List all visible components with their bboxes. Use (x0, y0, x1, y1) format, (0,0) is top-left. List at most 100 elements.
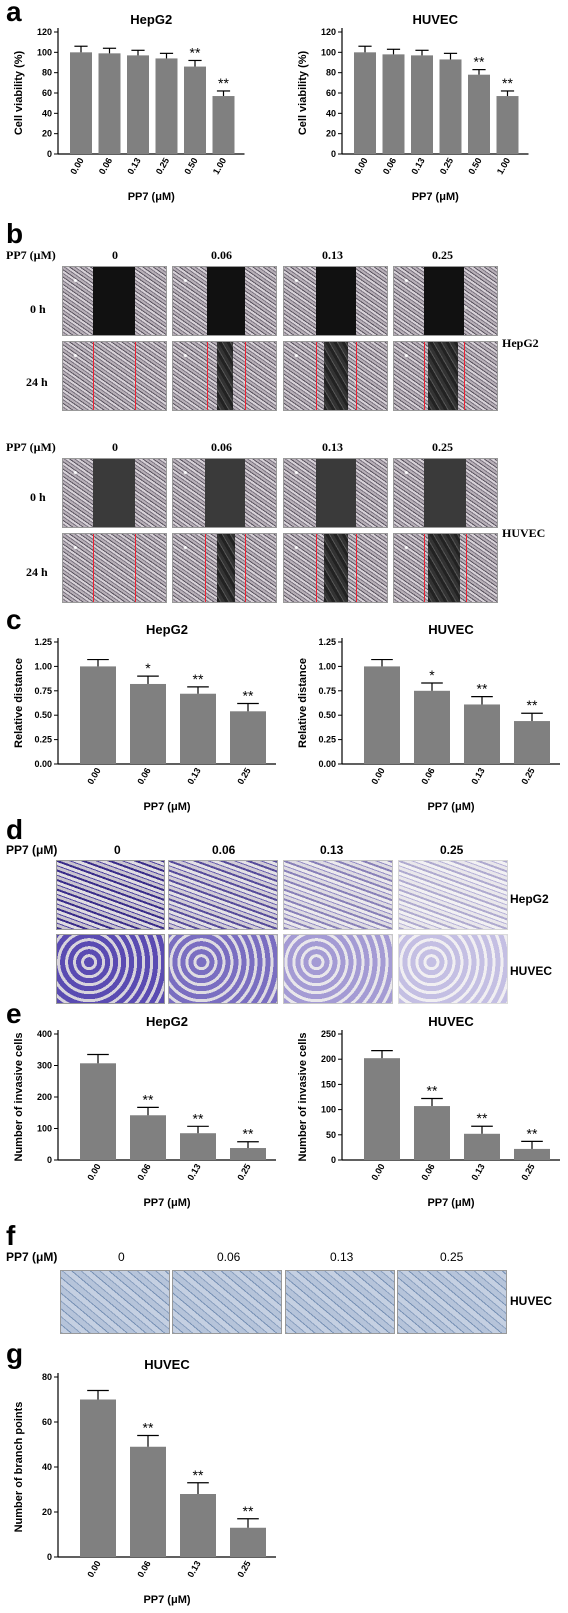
tube-pp7-label: PP7 (μM) (6, 1250, 58, 1264)
chart-title: HUVEC (428, 1014, 474, 1029)
y-tick-label: 0.25 (34, 735, 52, 745)
tube-conc-3: 0.25 (440, 1250, 464, 1264)
bar (464, 1133, 500, 1160)
y-axis-label: Cell viability (%) (13, 50, 25, 135)
y-tick-label: 200 (37, 1092, 52, 1102)
tube-cell-huvec: HUVEC (510, 1294, 553, 1308)
tube-conc-0: 0 (118, 1250, 125, 1264)
significance-mark: * (145, 660, 151, 676)
wound-image-hepg2-0h-0 (62, 266, 167, 336)
invasion-image-huvec-025 (398, 934, 508, 1004)
y-tick-label: 40 (326, 108, 336, 118)
chart-title: HepG2 (130, 12, 172, 27)
invasion-image-hepg2-013 (283, 860, 393, 930)
bar (230, 1148, 266, 1160)
x-tick-label: 0.25 (235, 1559, 252, 1579)
wound-image-hepg2-0h-006 (172, 266, 277, 336)
wound-cell-hepg2: HepG2 (502, 336, 539, 350)
y-tick-label: 0.75 (318, 686, 336, 696)
bar (130, 1446, 166, 1557)
wound-image-huvec-0h-006 (172, 458, 277, 528)
bar (364, 1058, 400, 1160)
significance-mark: ** (190, 44, 201, 60)
bar (496, 96, 519, 154)
panel-label-e: e (6, 998, 22, 1029)
significance-mark: ** (527, 1125, 538, 1141)
chart-e-huvec: HUVEC 0 50 100 150 200 250 Number of invasive c… (297, 1014, 560, 1209)
y-tick-label: 80 (42, 68, 52, 78)
y-tick-label: 1.00 (318, 661, 336, 671)
x-axis-label: PP7 (μM) (128, 191, 175, 203)
tube-conc-2: 0.13 (330, 1250, 354, 1264)
bar (414, 690, 450, 764)
bar (230, 1527, 266, 1557)
bar (180, 693, 216, 764)
bar (70, 52, 92, 155)
bar (155, 58, 178, 154)
y-tick-label: 250 (321, 1029, 336, 1039)
invasion-pp7-label: PP7 (μM) (6, 843, 58, 857)
bar (80, 1399, 116, 1557)
y-tick-label: 200 (321, 1054, 336, 1064)
invasion-cell-huvec: HUVEC (510, 964, 553, 978)
invasion-image-hepg2-025 (398, 860, 508, 930)
x-tick-label: 0.06 (135, 766, 152, 786)
wound-image-hepg2-24h-013 (283, 341, 388, 411)
significance-mark: ** (243, 1503, 254, 1519)
significance-mark: ** (243, 1126, 254, 1142)
x-tick-label: 0.00 (68, 156, 85, 176)
significance-mark: ** (193, 1467, 204, 1483)
y-tick-label: 0.00 (34, 759, 52, 769)
x-tick-label: 1.00 (495, 156, 512, 176)
y-axis-label: Relative distance (297, 658, 309, 748)
significance-mark: ** (243, 687, 254, 703)
bar (514, 1148, 550, 1160)
x-axis-label: PP7 (μM) (143, 1197, 190, 1209)
y-axis-label: Number of invasive cells (13, 1033, 25, 1162)
y-tick-label: 60 (42, 1417, 52, 1427)
wound-image-huvec-24h-025 (393, 533, 498, 603)
invasion-image-hepg2-006 (168, 860, 278, 930)
x-tick-label: 0.00 (85, 1559, 102, 1579)
significance-mark: ** (502, 75, 513, 91)
y-axis-label: Number of branch points (13, 1402, 25, 1533)
chart-g-huvec: HUVEC 0 20 40 60 80 Number of branch points 0.0… (13, 1357, 276, 1606)
wound-row-24h-bottom: 24 h (26, 565, 48, 579)
wound-cell-huvec: HUVEC (502, 526, 546, 540)
x-tick-label: 0.00 (369, 1162, 386, 1182)
x-tick-label: 0.50 (182, 156, 199, 176)
significance-mark: ** (143, 1420, 154, 1436)
x-tick-label: 0.00 (85, 1162, 102, 1182)
wound-image-hepg2-0h-025 (393, 266, 498, 336)
bar (382, 54, 405, 154)
x-axis-label: PP7 (μM) (412, 191, 459, 203)
y-tick-label: 1.25 (318, 637, 336, 647)
y-tick-label: 100 (321, 1105, 336, 1115)
x-tick-label: 0.06 (419, 766, 436, 786)
y-tick-label: 40 (42, 108, 52, 118)
y-tick-label: 40 (42, 1462, 52, 1472)
bar (180, 1133, 216, 1160)
bar (464, 704, 500, 764)
significance-mark: ** (143, 1091, 154, 1107)
bar (414, 1106, 450, 1160)
chart-c-huvec: HUVEC 0.00 0.25 0.50 0.75 1.00 1.25 Relative di… (297, 622, 560, 813)
invasion-image-huvec-006 (168, 934, 278, 1004)
wound-image-huvec-0h-013 (283, 458, 388, 528)
y-tick-label: 20 (42, 1507, 52, 1517)
bar (80, 666, 116, 764)
bar (354, 52, 376, 155)
wound-image-hepg2-24h-006 (172, 341, 277, 411)
x-tick-label: 0.13 (185, 1559, 202, 1579)
x-tick-label: 0.25 (519, 1162, 536, 1182)
wound-conc-3-top: 0.25 (432, 248, 453, 262)
invasion-image-huvec-0 (56, 934, 165, 1004)
wound-image-huvec-0h-0 (62, 458, 167, 528)
invasion-cell-hepg2: HepG2 (510, 892, 549, 906)
chart-a-hepg2: HepG2 0 20 40 60 80 100 120 Cell viability (%) 0.… (13, 12, 245, 203)
y-tick-label: 0 (47, 149, 52, 159)
bar (130, 683, 166, 764)
wound-pp7-label-bottom: PP7 (μM) (6, 440, 56, 454)
wound-conc-2-top: 0.13 (322, 248, 343, 262)
x-axis-label: PP7 (μM) (143, 1594, 190, 1606)
